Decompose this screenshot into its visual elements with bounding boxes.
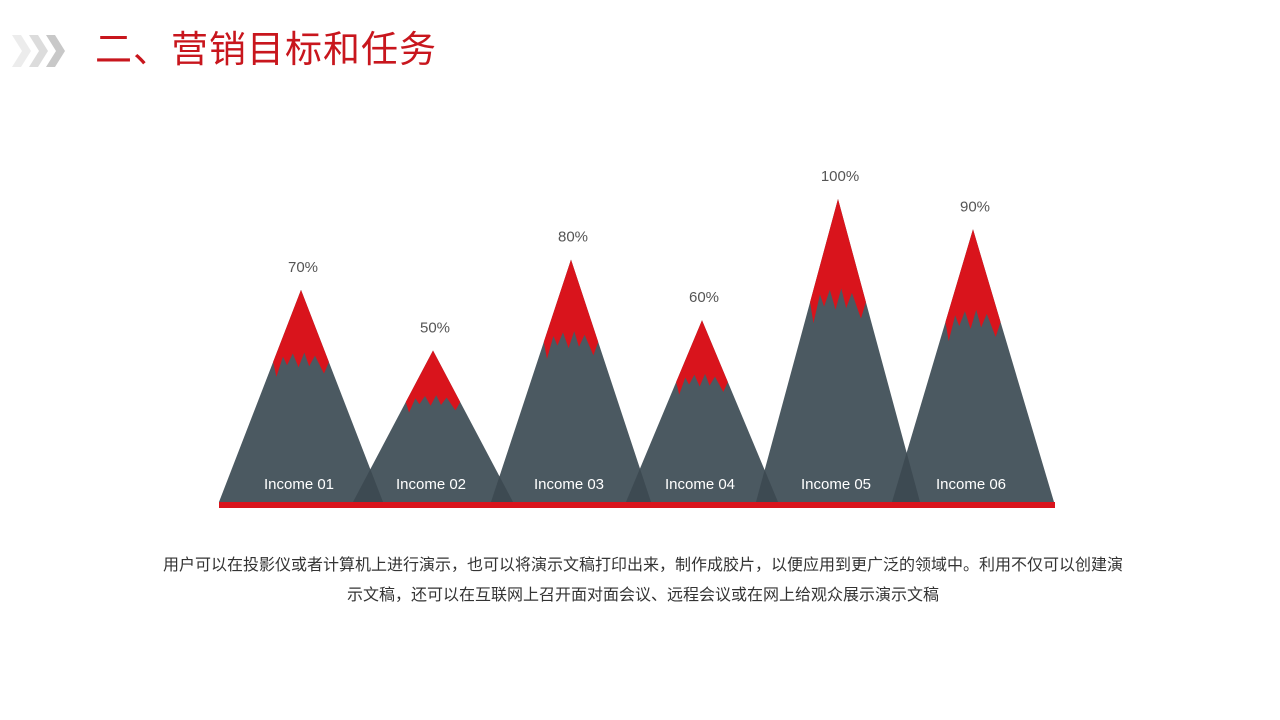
overlap-3 — [626, 468, 651, 502]
baseline-bar — [219, 502, 1055, 508]
mountain-series — [219, 199, 1054, 503]
mountain-2 — [353, 350, 513, 502]
value-label-6: 90% — [960, 198, 990, 215]
triple-chevron-right-icon — [12, 35, 65, 67]
snow-cap-1 — [273, 289, 329, 377]
value-label-4: 60% — [689, 289, 719, 306]
category-label-6: Income 06 — [936, 476, 1006, 493]
category-label-1: Income 01 — [264, 476, 334, 493]
overlap-5 — [892, 452, 920, 502]
mountain-5 — [756, 199, 920, 502]
mountain-1 — [219, 289, 383, 502]
description-line-1: 用户可以在投影仪或者计算机上进行演示，也可以将演示文稿打印出来，制作成胶片，以便… — [162, 555, 1123, 574]
snow-cap-3 — [543, 259, 599, 359]
value-label-1: 70% — [288, 259, 318, 276]
value-label-2: 50% — [420, 320, 450, 337]
mountain-6 — [892, 229, 1054, 503]
overlap-2 — [491, 476, 513, 502]
category-label-3: Income 03 — [534, 476, 604, 493]
page-title: 二、营销目标和任务 — [95, 28, 437, 71]
chart-labels: 70% Income 01 50% Income 02 80% Income 03 60% I… — [264, 168, 1006, 493]
mountain-3 — [491, 259, 651, 502]
category-label-2: Income 02 — [396, 476, 466, 493]
snow-cap-4 — [676, 320, 728, 395]
overlap-4 — [756, 470, 778, 502]
title-decoration — [12, 26, 68, 76]
category-label-4: Income 04 — [665, 476, 735, 493]
snow-cap-6 — [945, 229, 1001, 342]
description-line-2: 示文稿，还可以在互联网上召开面对面会议、远程会议或在网上给观众展示演示文稿 — [346, 585, 939, 604]
value-label-3: 80% — [558, 229, 588, 246]
value-label-5: 100% — [821, 168, 859, 185]
overlap-1 — [353, 469, 383, 502]
snow-cap-2 — [405, 350, 461, 413]
description-paragraph: 用户可以在投影仪或者计算机上进行演示，也可以将演示文稿打印出来，制作成胶片，以便… — [70, 550, 1216, 610]
mountain-overlaps — [353, 452, 920, 502]
category-label-5: Income 05 — [801, 476, 871, 493]
snow-cap-5 — [810, 199, 866, 324]
mountain-4 — [626, 320, 778, 502]
